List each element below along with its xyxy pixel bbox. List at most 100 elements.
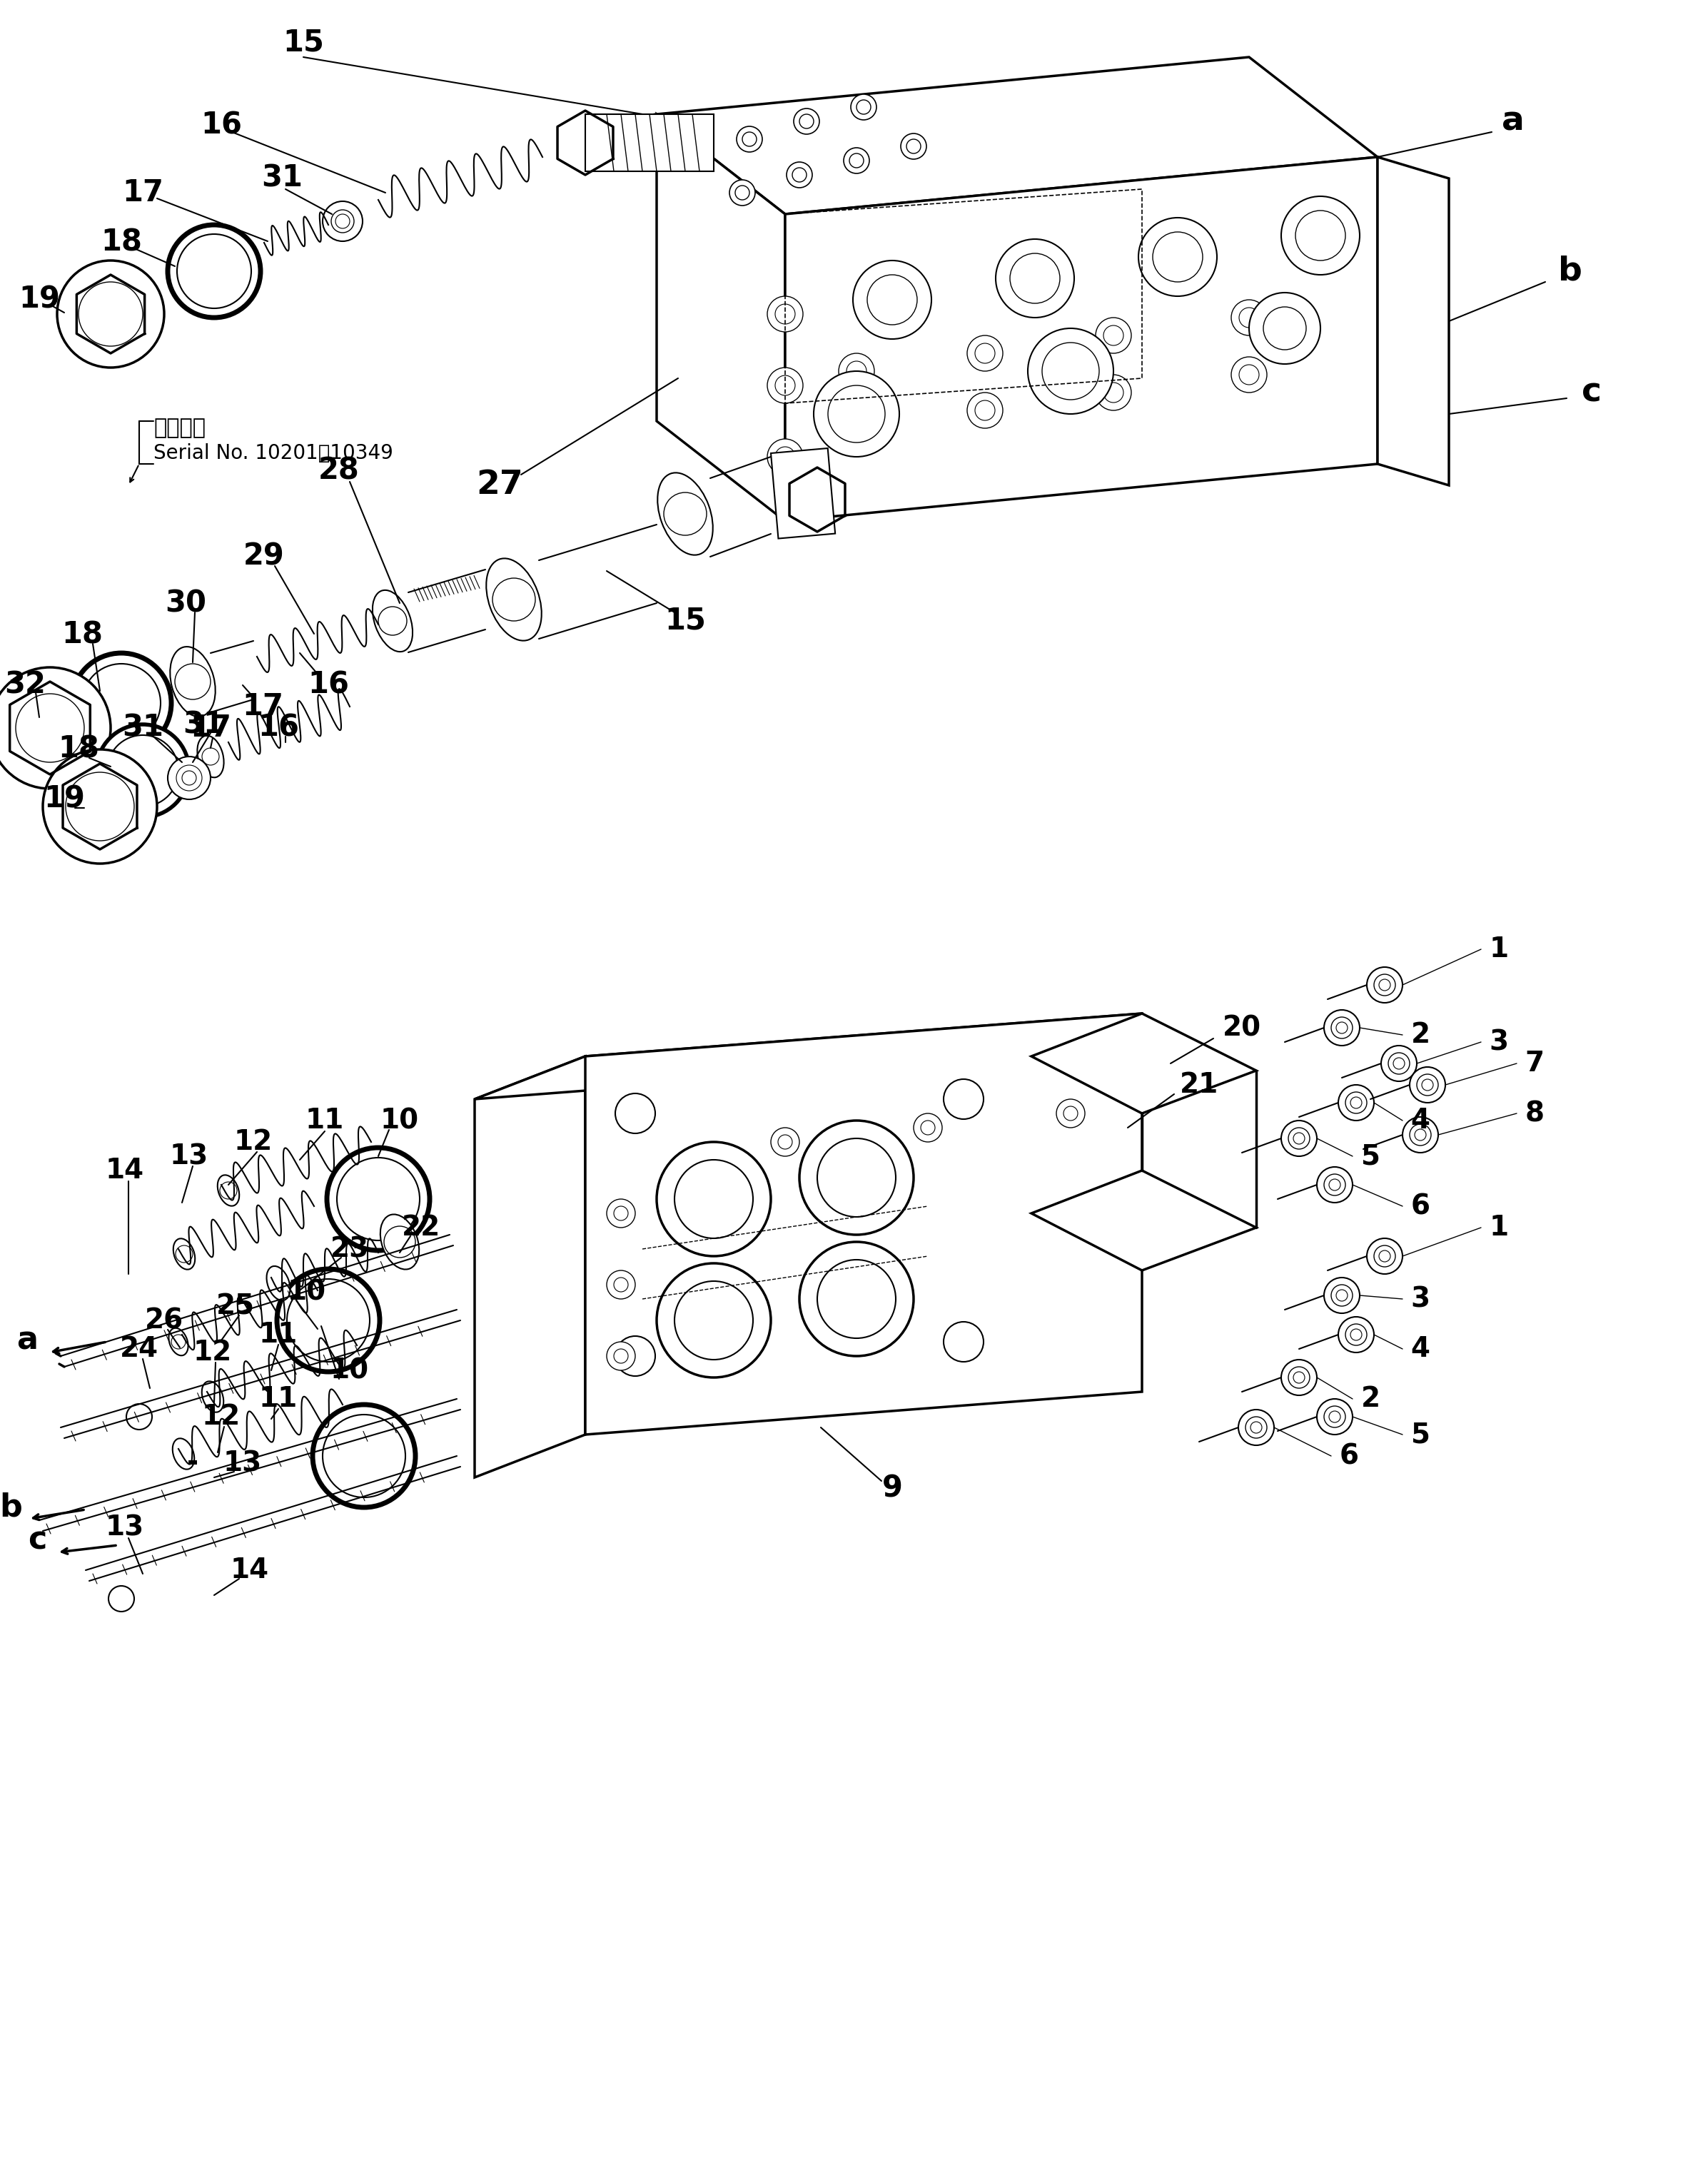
Circle shape — [1245, 1416, 1267, 1438]
Circle shape — [656, 1262, 770, 1377]
Circle shape — [1382, 1045, 1418, 1082]
Ellipse shape — [173, 1438, 195, 1468]
Circle shape — [326, 1147, 430, 1252]
Circle shape — [656, 1141, 770, 1256]
Text: 3: 3 — [1489, 1028, 1508, 1056]
Circle shape — [1378, 1252, 1390, 1262]
Circle shape — [943, 1080, 984, 1119]
Circle shape — [1331, 1017, 1353, 1039]
Circle shape — [839, 354, 874, 388]
Circle shape — [799, 1121, 914, 1234]
Circle shape — [729, 180, 755, 206]
Text: 26: 26 — [145, 1308, 183, 1334]
Ellipse shape — [266, 1267, 290, 1301]
Circle shape — [335, 215, 350, 228]
Polygon shape — [475, 1056, 586, 1477]
Circle shape — [921, 1121, 934, 1134]
Circle shape — [1009, 254, 1061, 304]
Circle shape — [675, 1282, 753, 1360]
Circle shape — [1366, 1238, 1402, 1273]
Text: 6: 6 — [1411, 1193, 1430, 1219]
Circle shape — [839, 410, 874, 447]
Circle shape — [816, 1139, 895, 1217]
Polygon shape — [656, 56, 1378, 215]
Ellipse shape — [658, 473, 712, 555]
Ellipse shape — [169, 1327, 188, 1356]
Text: 22: 22 — [401, 1215, 441, 1241]
Circle shape — [109, 1586, 135, 1612]
Text: 19: 19 — [19, 284, 60, 315]
Circle shape — [813, 371, 900, 458]
Circle shape — [323, 1414, 405, 1497]
Text: 30: 30 — [166, 588, 207, 618]
Circle shape — [743, 132, 757, 145]
Text: 3: 3 — [1411, 1286, 1430, 1312]
Circle shape — [377, 607, 407, 636]
Circle shape — [1324, 1173, 1346, 1195]
Polygon shape — [586, 1013, 1143, 1434]
Circle shape — [847, 362, 866, 382]
Circle shape — [313, 1406, 415, 1507]
Circle shape — [1339, 1084, 1373, 1121]
Text: 適用号機: 適用号機 — [154, 419, 205, 438]
Circle shape — [1231, 358, 1267, 393]
Text: 15: 15 — [664, 605, 705, 636]
Circle shape — [1346, 1091, 1366, 1113]
Circle shape — [613, 1206, 629, 1221]
Text: c: c — [1582, 377, 1602, 408]
Circle shape — [1329, 1180, 1341, 1191]
Text: Serial No. 10201～10349: Serial No. 10201～10349 — [154, 442, 393, 464]
Text: a: a — [17, 1325, 38, 1356]
Ellipse shape — [372, 590, 413, 651]
Circle shape — [775, 375, 796, 395]
Circle shape — [1028, 328, 1114, 414]
Circle shape — [675, 1160, 753, 1238]
Circle shape — [816, 1260, 895, 1338]
Circle shape — [1103, 382, 1124, 403]
Circle shape — [1042, 343, 1100, 399]
Polygon shape — [1032, 1013, 1255, 1113]
Bar — [586, 115, 714, 171]
Text: 8: 8 — [1525, 1100, 1544, 1128]
Circle shape — [1409, 1067, 1445, 1102]
Circle shape — [31, 709, 68, 746]
Text: 20: 20 — [1223, 1015, 1261, 1041]
Circle shape — [967, 393, 1003, 427]
Circle shape — [680, 143, 705, 169]
Text: 6: 6 — [1339, 1442, 1358, 1471]
Text: b: b — [0, 1492, 22, 1523]
Circle shape — [1293, 1132, 1305, 1143]
Polygon shape — [1378, 156, 1448, 486]
Circle shape — [1394, 1058, 1404, 1069]
Text: 7: 7 — [1525, 1050, 1544, 1078]
Text: 2: 2 — [1361, 1386, 1380, 1412]
Circle shape — [664, 492, 707, 536]
Text: 24: 24 — [120, 1336, 159, 1362]
Circle shape — [1095, 317, 1131, 354]
Circle shape — [1139, 217, 1216, 297]
Text: 27: 27 — [477, 469, 523, 501]
Circle shape — [15, 694, 84, 761]
Circle shape — [775, 304, 796, 323]
Circle shape — [1264, 306, 1307, 349]
Bar — [770, 449, 835, 538]
Circle shape — [1153, 232, 1202, 282]
Circle shape — [1250, 1421, 1262, 1434]
Circle shape — [56, 260, 164, 367]
Circle shape — [183, 770, 196, 785]
Text: 11: 11 — [306, 1106, 343, 1134]
Ellipse shape — [381, 1215, 418, 1269]
Text: 31: 31 — [183, 709, 224, 740]
Circle shape — [1238, 308, 1259, 328]
Circle shape — [975, 343, 996, 362]
Circle shape — [1409, 1124, 1431, 1145]
Circle shape — [1095, 375, 1131, 410]
Circle shape — [96, 299, 126, 330]
Circle shape — [799, 1243, 914, 1356]
Circle shape — [79, 282, 143, 347]
Circle shape — [202, 748, 219, 766]
Text: 13: 13 — [169, 1143, 208, 1169]
Circle shape — [844, 147, 869, 174]
Circle shape — [794, 108, 820, 134]
Circle shape — [606, 1271, 635, 1299]
